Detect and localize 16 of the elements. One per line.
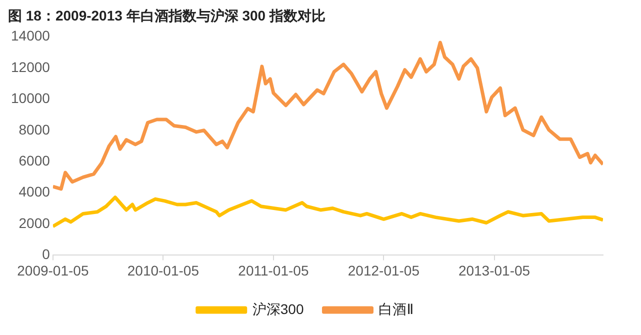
legend-label: 沪深300 <box>252 300 304 317</box>
y-tick-label: 6000 <box>18 152 50 168</box>
y-tick-label: 4000 <box>18 184 50 200</box>
y-tick-label: 14000 <box>10 28 50 44</box>
x-tick-label: 2012-01-05 <box>348 262 420 278</box>
y-tick-label: 10000 <box>10 90 50 106</box>
x-tick-label: 2010-01-05 <box>127 262 200 278</box>
y-tick-label: 12000 <box>10 58 50 75</box>
x-tick-label: 2011-01-05 <box>238 262 309 278</box>
chart-title: 图 18：2009-2013 年白酒指数与沪深 300 指数对比 <box>8 7 326 24</box>
legend-label: 白酒Ⅱ <box>378 300 414 317</box>
y-tick-label: 0 <box>42 246 50 262</box>
x-tick-label: 2013-01-05 <box>458 262 530 278</box>
y-tick-label: 8000 <box>18 121 50 138</box>
x-tick-label: 2009-01-05 <box>17 262 89 278</box>
y-tick-label: 2000 <box>18 214 50 231</box>
